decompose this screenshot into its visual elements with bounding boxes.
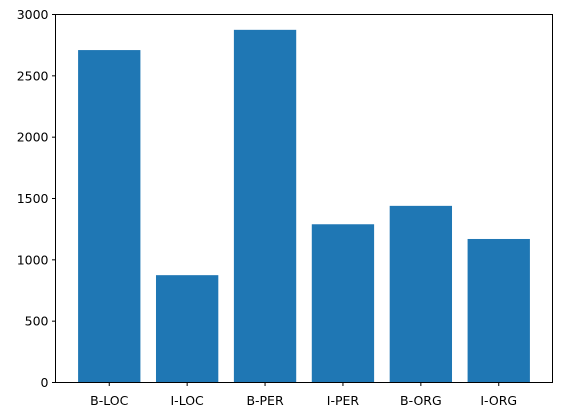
bar-i-per [311,224,375,383]
y-tick-label: 1000 [17,252,49,267]
bars-group [78,29,530,383]
plot-frame [55,14,553,383]
y-tick-label: 500 [25,314,49,329]
x-tick-label-b-per: B-PER [246,393,284,408]
y-tick-label: 1500 [17,191,49,206]
bar-i-loc [155,275,219,383]
bar-b-loc [78,50,141,383]
x-tick-label-i-per: I-PER [327,393,360,408]
x-axis: B-LOC I-LOC B-PER I-PER B-ORG I-ORG [90,382,517,408]
bar-b-org [389,205,453,383]
y-tick-label: 0 [41,375,49,390]
bar-i-org [467,238,530,383]
bar-b-per [233,29,297,383]
y-tick-label: 2500 [17,68,49,83]
x-tick-label-b-org: B-ORG [400,393,442,408]
y-axis: 0 500 1000 1500 2000 2500 3000 [17,7,56,390]
y-tick-label: 3000 [17,7,49,22]
x-tick-label-i-org: I-ORG [480,393,517,408]
x-tick-label-i-loc: I-LOC [171,393,205,408]
x-tick-label-b-loc: B-LOC [90,393,128,408]
y-tick-label: 2000 [17,130,49,145]
